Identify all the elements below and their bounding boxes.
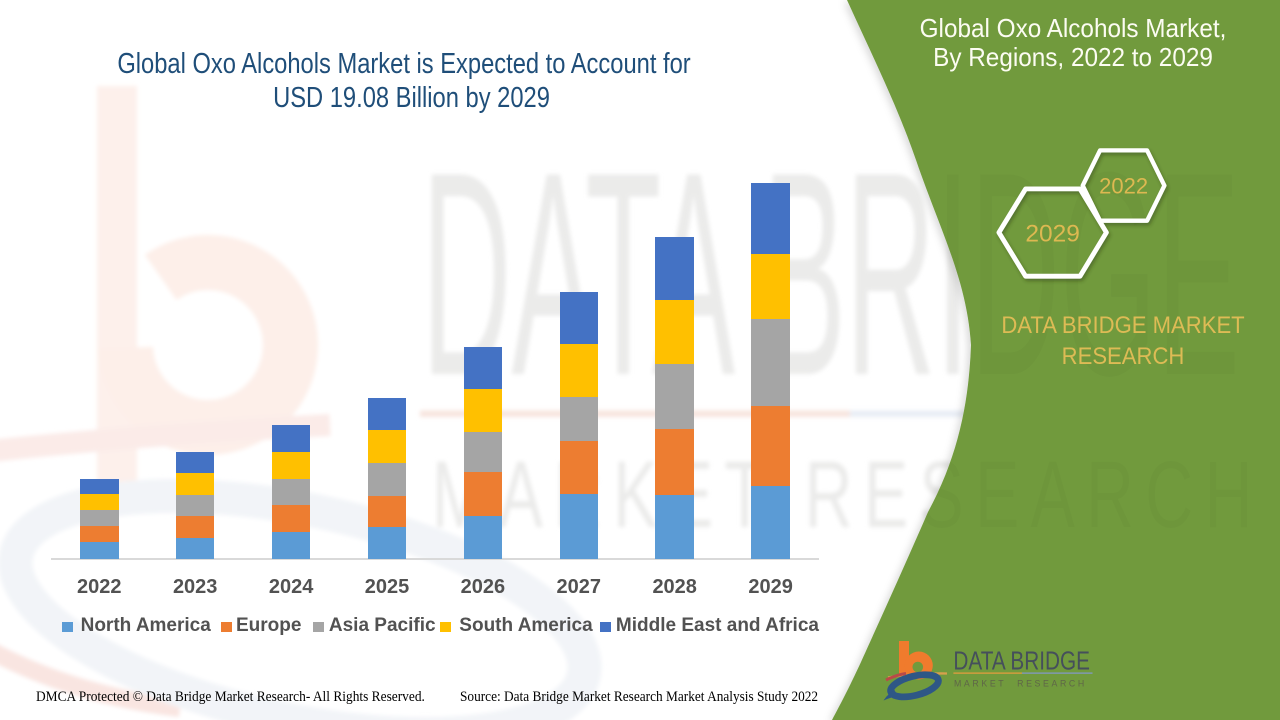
svg-text:DATA BRIDGE: DATA BRIDGE [422, 113, 1240, 437]
svg-text:2029: 2029 [1025, 221, 1080, 248]
svg-text:DATA BRIDGE: DATA BRIDGE [953, 647, 1090, 676]
svg-text:2022: 2022 [1099, 174, 1148, 199]
svg-text:MARKET RESEARCH: MARKET RESEARCH [432, 442, 1264, 547]
svg-text:MARKET RESEARCH: MARKET RESEARCH [954, 679, 1087, 689]
